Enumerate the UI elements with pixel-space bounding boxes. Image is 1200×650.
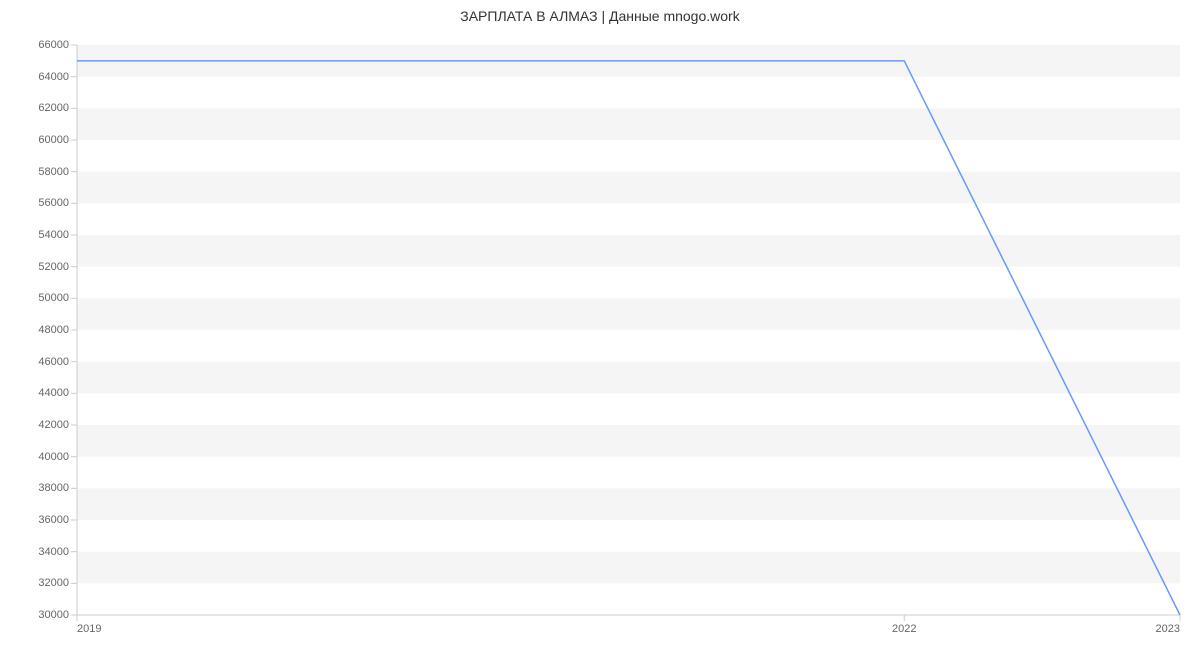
- y-tick-label: 66000: [38, 39, 69, 51]
- plot-svg: [77, 45, 1180, 615]
- y-tick-label: 64000: [38, 71, 69, 83]
- y-tick-label: 50000: [38, 292, 69, 304]
- y-tick-label: 62000: [38, 102, 69, 114]
- y-tick-label: 52000: [38, 261, 69, 273]
- y-tick-label: 42000: [38, 419, 69, 431]
- y-tick-label: 32000: [38, 577, 69, 589]
- y-tick-label: 46000: [38, 356, 69, 368]
- y-tick-label: 36000: [38, 514, 69, 526]
- y-tick-label: 40000: [38, 451, 69, 463]
- y-tick-label: 60000: [38, 134, 69, 146]
- y-tick-label: 30000: [38, 609, 69, 621]
- salary-chart: ЗАРПЛАТА В АЛМАЗ | Данные mnogo.work 300…: [0, 0, 1200, 650]
- y-tick-label: 34000: [38, 546, 69, 558]
- x-tick-label: 2019: [77, 623, 101, 635]
- y-tick-label: 58000: [38, 166, 69, 178]
- x-tick-label: 2022: [892, 623, 916, 635]
- x-tick-label: 2023: [1156, 623, 1180, 635]
- y-tick-label: 44000: [38, 387, 69, 399]
- y-tick-label: 38000: [38, 482, 69, 494]
- chart-title: ЗАРПЛАТА В АЛМАЗ | Данные mnogo.work: [0, 8, 1200, 24]
- y-tick-label: 48000: [38, 324, 69, 336]
- y-tick-label: 56000: [38, 197, 69, 209]
- y-tick-label: 54000: [38, 229, 69, 241]
- series-line-salary: [77, 61, 1180, 615]
- plot-area: [77, 45, 1180, 615]
